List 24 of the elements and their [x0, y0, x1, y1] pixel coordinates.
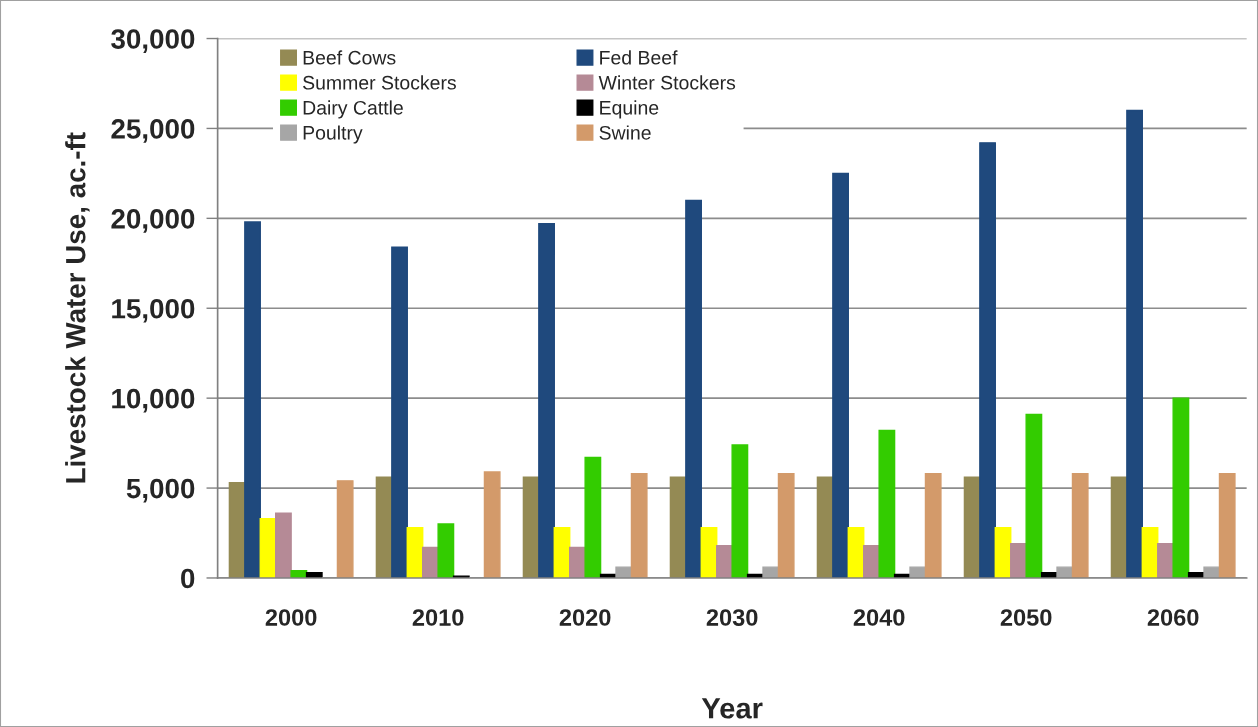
legend-label: Dairy Cattle [303, 100, 403, 119]
legend-label: Equine [600, 100, 659, 119]
x-tick-label: 2030 [706, 609, 758, 626]
y-axis-title: Livestock Water Use, ac.-ft [65, 132, 90, 483]
y-tick-label: 5,000 [126, 478, 195, 503]
legend-label: Winter Stockers [598, 75, 736, 90]
legend-label: Poultry [303, 125, 363, 144]
y-tick-label: 0 [181, 568, 195, 589]
legend-label: Beef Cows [303, 50, 396, 65]
x-tick-label: 2060 [1147, 609, 1199, 626]
y-tick-label: 20,000 [111, 209, 195, 233]
x-tick-label: 2010 [412, 609, 464, 626]
y-tick-label: 15,000 [112, 298, 195, 323]
x-tick-label: 2050 [1000, 609, 1052, 626]
x-tick-label: 2040 [853, 609, 905, 626]
x-axis-title: Year [701, 698, 763, 719]
legend-label: Summer Stockers [303, 75, 456, 90]
y-tick-label: 10,000 [112, 388, 195, 413]
legend-label: Fed Beef [600, 50, 678, 65]
y-tick-label: 30,000 [111, 29, 195, 53]
y-tick-label: 25,000 [111, 119, 195, 143]
legend-label: Swine [599, 125, 651, 140]
x-tick-label: 2000 [265, 609, 317, 626]
x-tick-label: 2020 [559, 609, 611, 626]
